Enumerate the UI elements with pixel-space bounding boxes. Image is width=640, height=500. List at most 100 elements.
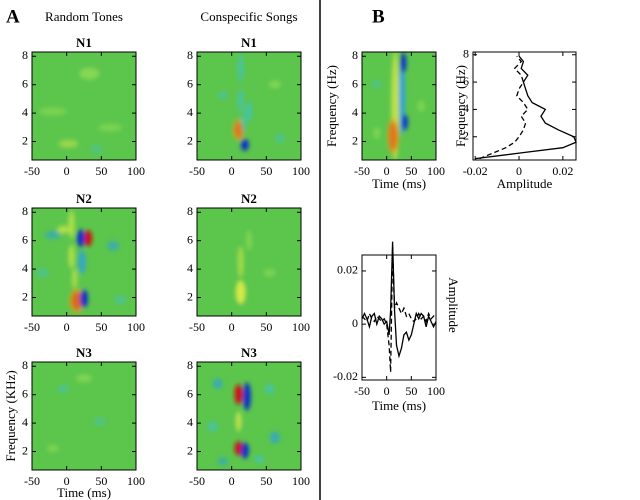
x-tick-label: 0 — [229, 474, 235, 488]
x-tick-label: 0 — [229, 164, 235, 178]
heatmap-blob — [246, 230, 252, 251]
heatmap-blob — [398, 55, 405, 136]
x-tick-label: 50 — [260, 474, 272, 488]
x-tick-label: 0 — [64, 320, 70, 334]
heatmap-blob — [76, 229, 85, 248]
plot-title: N1 — [241, 35, 257, 50]
heatmap-blob — [58, 139, 79, 148]
x-tick-label: 100 — [427, 164, 445, 178]
y-tick-label: 2 — [463, 129, 469, 143]
y-tick-label: 0 — [352, 316, 358, 330]
y-tick-label: 8 — [22, 48, 28, 62]
x-tick-label: 100 — [292, 320, 310, 334]
heatmap-blob — [76, 374, 92, 383]
heatmap-blob — [235, 411, 242, 432]
heatmap — [197, 52, 301, 160]
y-axis-label: Frequency (KHz) — [3, 370, 18, 461]
heatmap-blob — [235, 280, 246, 305]
y-tick-label: 4 — [463, 101, 469, 115]
y-tick-label: 8 — [187, 358, 193, 372]
x-axis-label: Time (ms) — [372, 176, 426, 191]
y-tick-label: 8 — [22, 358, 28, 372]
heatmap-blobs — [235, 230, 276, 305]
y-tick-label: 4 — [22, 105, 28, 119]
y-tick-label: 2 — [187, 289, 193, 303]
x-tick-label: 50 — [260, 320, 272, 334]
y-tick-label: 8 — [22, 204, 28, 218]
plot-frame — [196, 207, 302, 317]
plot-title: N3 — [76, 345, 92, 360]
x-axis-label: Amplitude — [497, 176, 553, 191]
plot-frame — [31, 207, 137, 317]
heatmap-blob — [372, 80, 381, 89]
y-tick-label: 0.02 — [337, 263, 358, 277]
heatmap-blob — [114, 295, 127, 304]
heatmap-blob — [237, 246, 244, 278]
y-axis-label: Amplitude — [446, 277, 461, 333]
column-header: Random Tones — [45, 9, 123, 24]
y-tick-label: 8 — [463, 46, 469, 60]
heatmap — [32, 362, 136, 470]
x-axis-label: Time (ms) — [57, 485, 111, 500]
data-line — [479, 55, 529, 160]
heatmap-blob — [68, 244, 75, 269]
heatmap-blob — [242, 382, 251, 411]
y-tick-label: 4 — [187, 105, 193, 119]
plot-frame — [31, 51, 137, 161]
x-tick-label: -50 — [189, 164, 205, 178]
heatmap-blob — [84, 230, 93, 247]
heatmap — [362, 52, 436, 160]
heatmap-blob — [38, 107, 67, 116]
y-tick-label: 8 — [187, 48, 193, 62]
x-tick-label: 50 — [95, 320, 107, 334]
x-tick-label: 50 — [260, 164, 272, 178]
plot-bg — [473, 52, 576, 160]
heatmap-blob — [237, 88, 244, 113]
heatmap-blob — [93, 417, 106, 426]
heatmap-blob — [263, 268, 276, 277]
heatmap-blob — [44, 231, 61, 239]
heatmap-blobs — [46, 374, 106, 453]
x-tick-label: 100 — [127, 474, 145, 488]
plot-frame — [196, 361, 302, 471]
plot-title: N2 — [76, 191, 92, 206]
heatmap-blob — [240, 138, 249, 151]
heatmap-blob — [254, 455, 265, 464]
plot-frame — [31, 361, 137, 471]
x-tick-label: -50 — [354, 384, 370, 398]
x-tick-label: 100 — [127, 320, 145, 334]
x-tick-label: -50 — [354, 164, 370, 178]
heatmap-blob — [212, 378, 223, 389]
heatmap-blob — [234, 441, 243, 456]
y-tick-label: 2 — [22, 289, 28, 303]
heatmap-blob — [71, 268, 78, 289]
heatmap-blob — [240, 442, 249, 459]
heatmap-blob — [401, 114, 408, 131]
heatmap-blob — [46, 444, 59, 453]
x-tick-label: 0 — [516, 164, 522, 178]
heatmap-blobs — [207, 378, 280, 466]
heatmap-blob — [417, 100, 426, 112]
x-tick-label: 50 — [405, 164, 417, 178]
x-tick-label: 100 — [292, 474, 310, 488]
heatmap-blob — [98, 123, 122, 132]
heatmap-blob — [90, 145, 103, 154]
x-tick-label: 0.02 — [552, 164, 573, 178]
y-tick-label: 4 — [187, 415, 193, 429]
y-tick-label: 2 — [187, 133, 193, 147]
y-tick-label: 2 — [22, 443, 28, 457]
x-tick-label: 100 — [292, 164, 310, 178]
heatmap-blob — [68, 210, 75, 239]
plot-frame — [196, 51, 302, 161]
heatmap-blob — [80, 289, 88, 308]
y-tick-label: 6 — [187, 232, 193, 246]
heatmap-blobs — [36, 210, 127, 314]
y-tick-label: 8 — [187, 204, 193, 218]
x-tick-label: 0 — [64, 474, 70, 488]
heatmap-blob — [264, 384, 275, 394]
data-line — [475, 55, 577, 160]
y-axis-label: Frequency (Hz) — [324, 65, 339, 147]
heatmap-blobs — [218, 54, 286, 151]
x-tick-label: -50 — [24, 320, 40, 334]
x-tick-label: -50 — [189, 320, 205, 334]
